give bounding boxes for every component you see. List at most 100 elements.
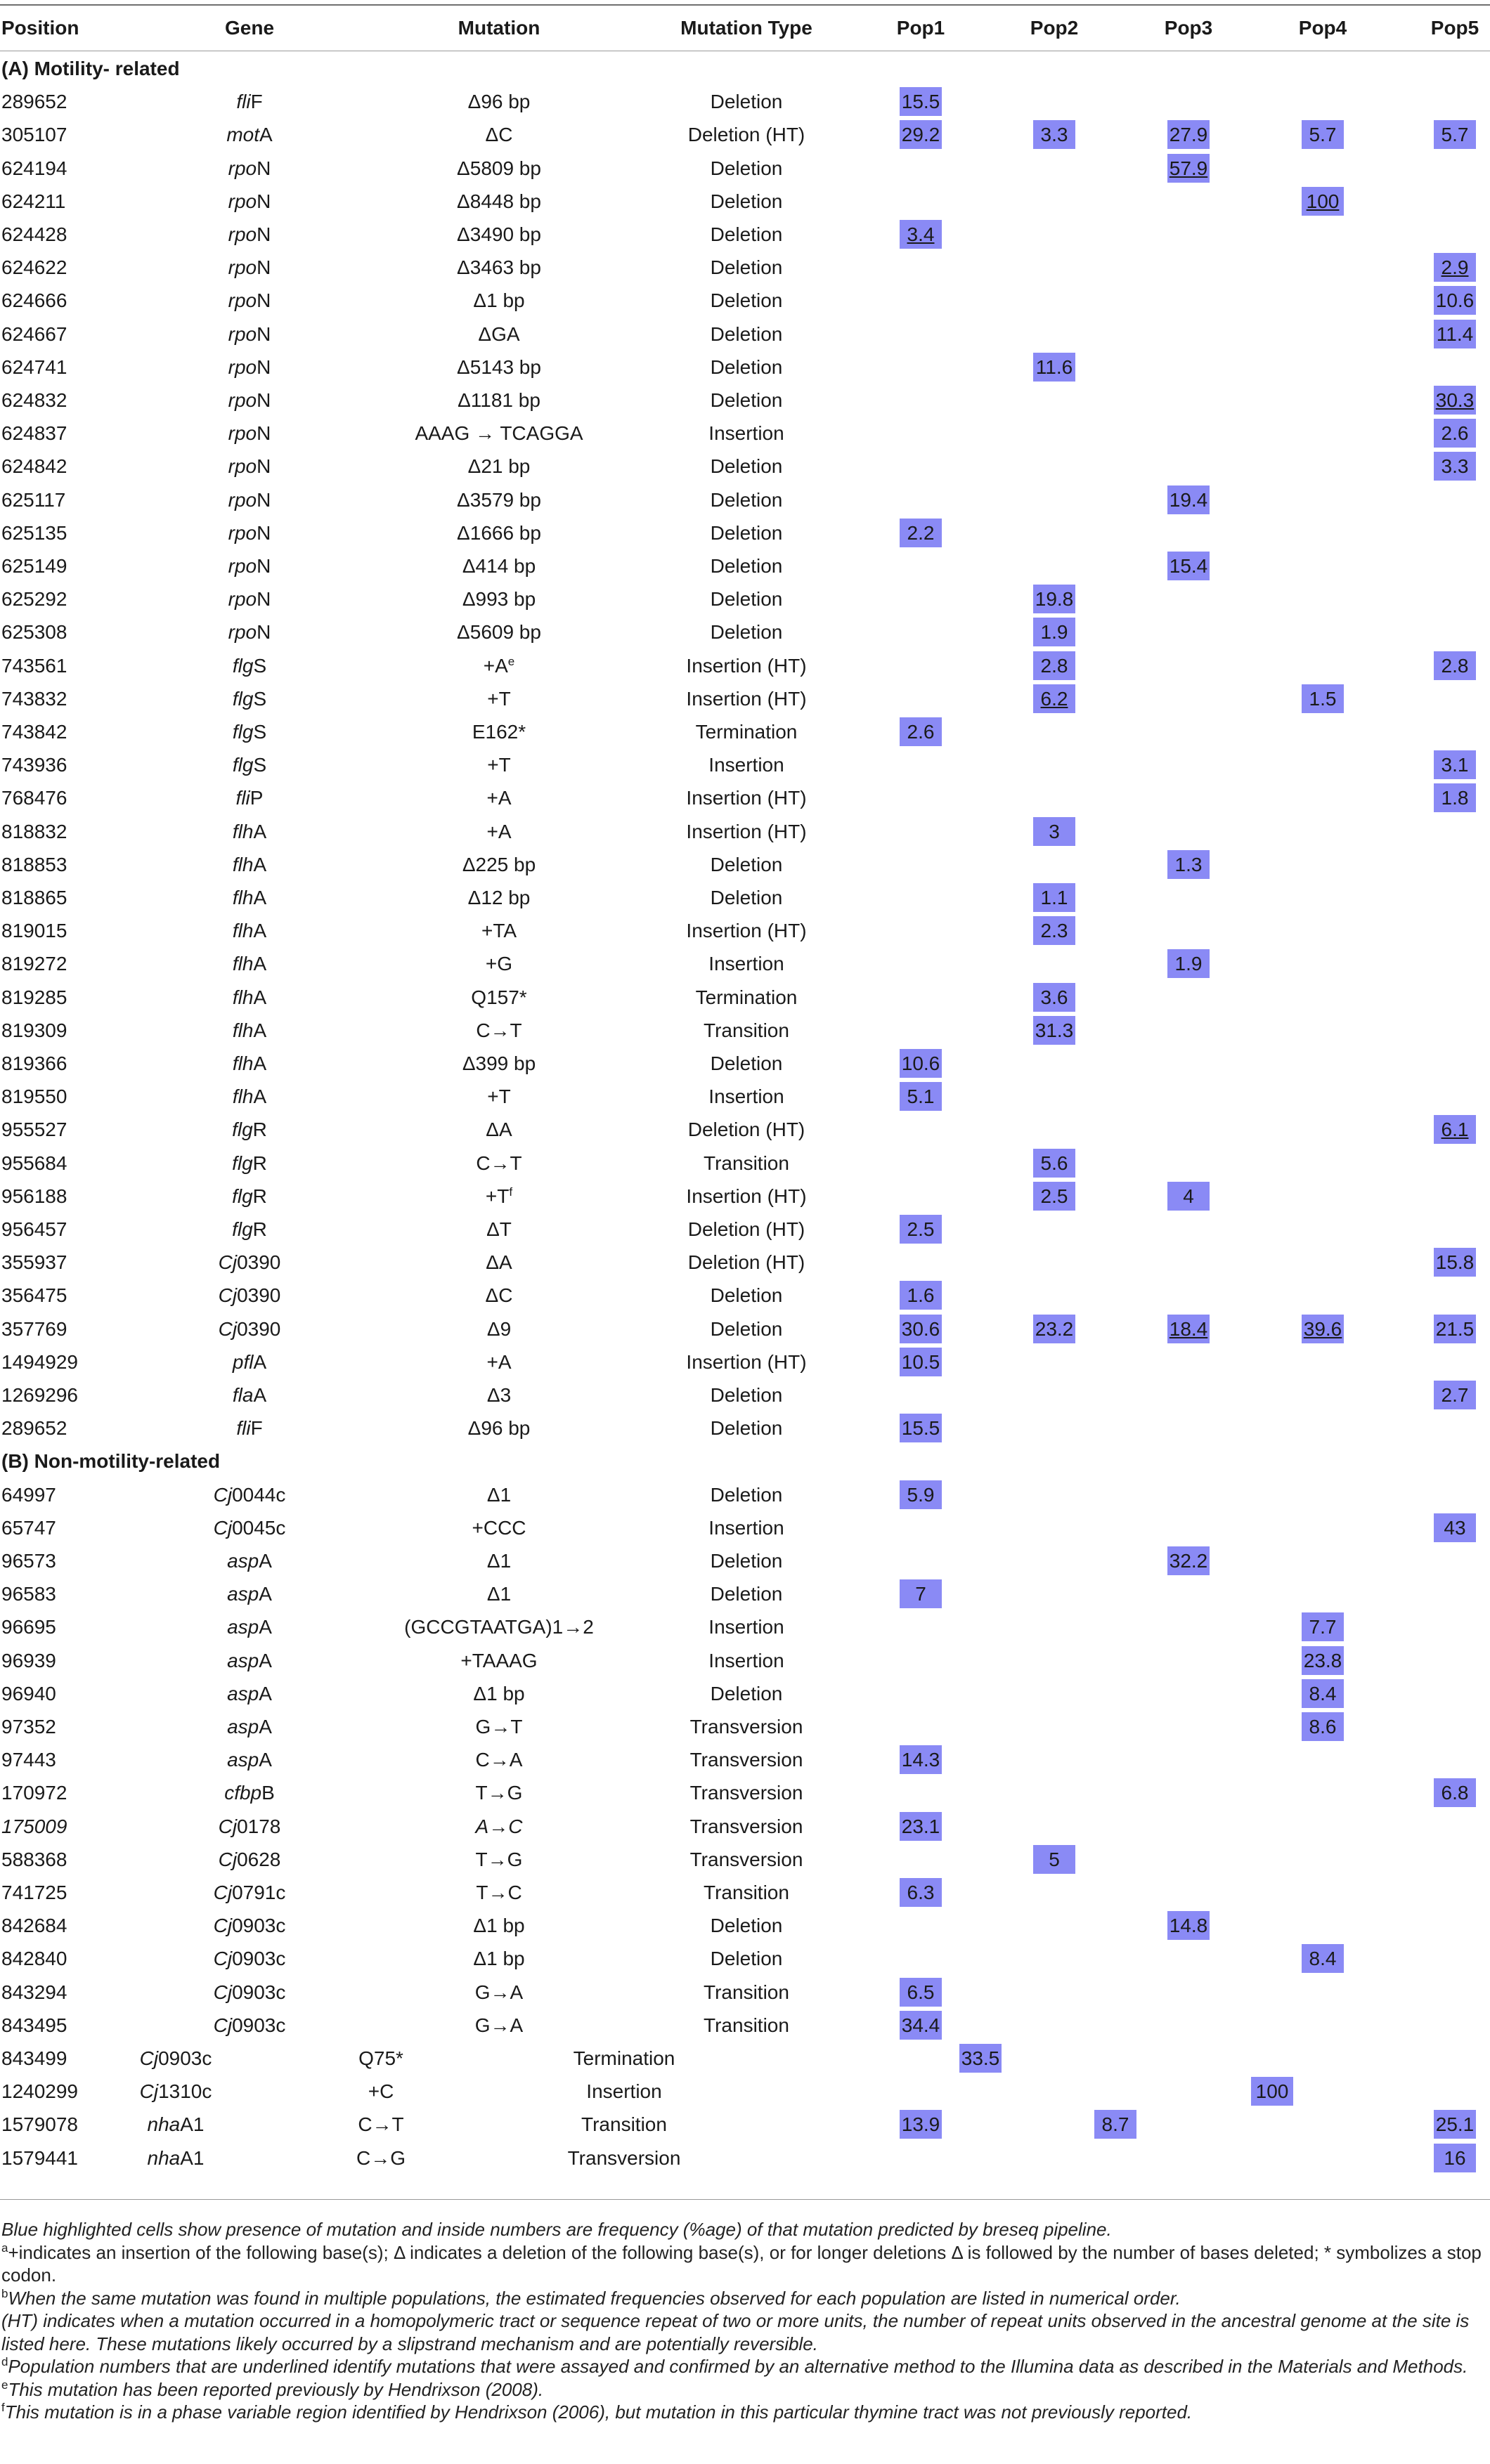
position-cell-text: 96940 [1, 1682, 56, 1704]
position-cell-text: 289652 [1, 91, 67, 113]
position-cell: 842840 [1, 1942, 67, 1975]
footnote-b: bWhen the same mutation was found in mul… [1, 2286, 1181, 2309]
frequency-value: 2.8 [1441, 654, 1469, 677]
gene-name: pfl [232, 1350, 254, 1373]
gene-suffix: N [257, 289, 271, 312]
frequency-value: 31.3 [1035, 1019, 1074, 1041]
position-cell-text: 741725 [1, 1882, 67, 1903]
mutation-type-cell-text: Insertion (HT) [686, 820, 807, 842]
frequency-value: 2.7 [1441, 1384, 1469, 1406]
mutation-text: C→A [475, 1749, 523, 1771]
mutation-text: Δ993 bp [462, 588, 536, 611]
position-cell-text: 743832 [1, 687, 67, 710]
position-cell: 624842 [1, 450, 67, 483]
position-cell: 819285 [1, 981, 67, 1014]
position-cell: 818853 [1, 848, 67, 881]
position-cell-text: 1269296 [1, 1384, 79, 1406]
footnote-main: Blue highlighted cells show presence of … [1, 2219, 1112, 2240]
position-cell: 955684 [1, 1147, 67, 1180]
mutation-text: Δ1181 bp [458, 389, 540, 411]
table-row: 65747 Cj0045c +CCC Insertion 43 [0, 1511, 1490, 1544]
mutation-type-cell-text: Transition [581, 2113, 667, 2136]
gene-suffix: P [250, 787, 264, 809]
frequency-value: 6.1 [1441, 1119, 1469, 1141]
frequency-value: 10.5 [901, 1350, 940, 1373]
mutation-type-cell-text: Insertion [708, 1649, 784, 1671]
mutation-type-cell-text: Deletion [710, 1417, 783, 1440]
gene-suffix: N [257, 389, 271, 411]
table-row: 625292 rpoN Δ993 bp Deletion 19.8 [0, 582, 1490, 615]
mutation-text: C→T [476, 1019, 522, 1041]
frequency-cell-pop2: 3 [1033, 816, 1075, 846]
mutation-type-cell-text: Termination [573, 2047, 675, 2069]
table-row: 842840 Cj0903c Δ1 bp Deletion 8.4 [0, 1942, 1490, 1975]
position-cell: 65747 [1, 1511, 56, 1544]
gene-name: flh [232, 820, 254, 842]
frequency-cell-pop1: 23.1 [900, 1811, 942, 1841]
frequency-value: 2.5 [907, 1218, 935, 1240]
gene-suffix: 0903c [232, 2014, 286, 2036]
frequency-value: 2.6 [1441, 422, 1469, 445]
frequency-cell-pop2: 13.9 [900, 2110, 942, 2139]
frequency-value: 30.6 [901, 1317, 940, 1340]
mutation-text: C→T [476, 1152, 522, 1174]
mutation-type-cell-text: Deletion [710, 588, 783, 611]
position-cell-text: 625117 [1, 488, 66, 511]
position-cell-text: 96695 [1, 1616, 56, 1638]
mutation-text: A→C [475, 1815, 523, 1837]
mutation-type-cell-text: Deletion [710, 157, 783, 179]
gene-suffix: A [259, 1682, 272, 1704]
position-cell-text: 624667 [1, 322, 67, 345]
table-row: 588368 Cj0628 T→G Transversion 5 [0, 1843, 1490, 1876]
frequency-cell-pop2: 1.9 [1033, 618, 1075, 647]
position-cell-text: 743561 [1, 654, 67, 677]
frequency-cell-pop5: 11.4 [1434, 319, 1476, 348]
gene-name: cfbp [224, 1782, 262, 1804]
mutation-text: Δ21 bp [467, 455, 531, 478]
table-row: 819285 flhA Q157* Termination 3.6 [0, 981, 1490, 1014]
frequency-value: 43 [1444, 1516, 1466, 1539]
table-row: 625149 rpoN Δ414 bp Deletion 15.4 [0, 549, 1490, 582]
gene-name: Cj [213, 1516, 233, 1539]
frequency-value: 15.5 [901, 91, 940, 113]
frequency-cell-pop1: 6.3 [900, 1878, 942, 1907]
gene-suffix: 0044c [232, 1483, 286, 1506]
position-cell-text: 819272 [1, 953, 67, 975]
table-row: 356475 Cj0390 ΔC Deletion 1.6 [0, 1279, 1490, 1312]
frequency-cell-pop1: 2.2 [900, 518, 942, 547]
frequency-value: 1.6 [907, 1284, 935, 1307]
position-cell-text: 624666 [1, 289, 67, 312]
frequency-value: 10.6 [901, 1052, 940, 1074]
mutation-type-cell-text: Deletion [710, 887, 783, 908]
frequency-cell-pop1: 5.9 [900, 1480, 942, 1509]
gene-name: Cj [218, 1251, 238, 1274]
mutation-text: (GCCGTAATGA)1→2 [404, 1616, 594, 1638]
mutation-text: +A [486, 787, 512, 809]
frequency-cell-pop2: 2.8 [1033, 651, 1075, 680]
position-cell-text: 625135 [1, 521, 67, 544]
frequency-cell-pop5: 43 [1434, 1513, 1476, 1542]
mutation-text: +T [487, 1086, 511, 1108]
position-cell-text: 355937 [1, 1251, 67, 1274]
frequency-cell-pop1: 1.6 [900, 1281, 942, 1310]
table-row: 625117 rpoN Δ3579 bp Deletion 19.4 [0, 483, 1490, 516]
frequency-value: 1.5 [1309, 687, 1337, 710]
frequency-value: 30.3 [1435, 389, 1475, 411]
gene-suffix: R [252, 1152, 267, 1174]
gene-suffix: A [259, 1583, 272, 1605]
gene-suffix: A [259, 1716, 272, 1738]
frequency-cell-pop3: 1.9 [1167, 949, 1210, 979]
position-cell: 97352 [1, 1710, 56, 1743]
position-cell: 357769 [1, 1312, 67, 1345]
table-row: 96940 aspA Δ1 bp Deletion 8.4 [0, 1677, 1490, 1710]
frequency-cell-pop4: 5.7 [1302, 120, 1344, 150]
gene-suffix: A [259, 1649, 272, 1671]
gene-name: flh [232, 1086, 254, 1108]
position-cell-text: 97443 [1, 1749, 56, 1771]
frequency-value: 3.4 [907, 223, 935, 245]
mutation-type-cell-text: Transition [704, 2014, 789, 2036]
gene-name: Cj [139, 2080, 159, 2103]
position-cell: 1579078 [1, 2108, 78, 2141]
table-row: 624832 rpoN Δ1181 bp Deletion 30.3 [0, 384, 1490, 417]
mutation-type-cell-text: Transition [704, 1152, 789, 1174]
